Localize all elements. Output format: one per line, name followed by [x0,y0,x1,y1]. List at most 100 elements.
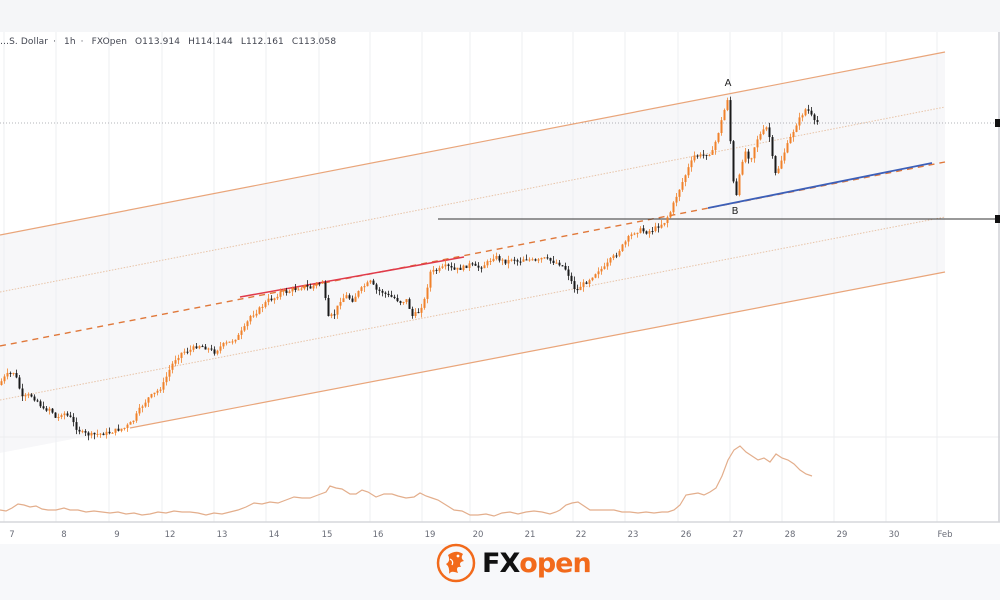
legend-sep: · [80,37,84,47]
candle-body [414,312,417,316]
time-tick-label: 23 [628,530,639,540]
channel-upper-inner-line[interactable] [0,106,946,293]
candle-body [684,175,687,183]
candle-body [24,395,27,397]
candle-body [507,259,510,264]
candle-body [816,120,819,122]
candle-body [579,286,582,291]
indicator-line [0,445,813,517]
candle-body [126,424,129,428]
candle-body [537,259,540,261]
blue-trendline[interactable] [707,162,933,209]
candle-body [591,277,594,281]
candle-body [378,289,381,291]
candle-body [690,160,693,168]
candle-body [426,287,429,299]
chart-canvas[interactable]: A B 7 8 9 12 13 14 15 16 19 20 21 22 23 26 27 28 29 30 Feb [0,32,1000,544]
candle-body [657,226,660,228]
channel-upper-line[interactable] [0,51,946,236]
candle-body [102,433,105,436]
candle-body [654,226,657,232]
candle-body [216,350,219,354]
candle-body [42,406,45,409]
candle-body [69,415,72,417]
chart-area[interactable]: A B 7 8 9 12 13 14 15 16 19 20 21 22 23 26 27 28 29 30 Feb …… [0,32,1000,544]
candle-body [807,109,810,111]
candle-body [147,397,150,403]
candle-body [636,232,639,234]
red-trendline[interactable] [239,256,465,298]
candle-body [480,267,483,269]
candle-body [792,131,795,138]
price-marker [995,215,1000,223]
candle-body [477,265,480,268]
legend-broker: FXOpen [91,37,128,47]
candle-body [672,202,675,213]
candle-body [534,259,537,261]
candle-body [726,100,729,110]
time-tick-label: 20 [473,530,484,540]
candle-body [123,427,126,429]
time-tick-label: 21 [525,530,536,540]
candle-body [120,428,123,431]
candle-body [48,408,51,411]
candle-body [678,189,681,197]
candle-body [645,231,648,234]
candle-body [186,351,189,353]
candle-body [735,181,738,196]
candle-body [762,129,765,135]
candle-body [375,284,378,290]
time-axis [0,523,1000,544]
candle-body [519,261,522,263]
channel-lower-inner-line[interactable] [0,216,946,401]
legend-symbol: …S. Dollar [0,37,49,47]
legend-high: H114.144 [188,37,233,47]
candle-body [510,259,513,261]
candle-body [285,290,288,293]
time-tick-label: 16 [373,530,384,540]
candle-body [531,259,534,261]
candle-body [60,415,63,417]
candle-body [75,422,78,430]
candle-body [588,280,591,284]
legend-low: L112.161 [240,37,284,47]
candle-body [438,267,441,271]
candle-body [336,305,339,315]
candle-body [225,342,228,344]
fxopen-logo: FXopen [436,543,592,583]
channel-lower-line[interactable] [129,271,946,429]
candle-body [666,217,669,224]
logo-fx: FX [482,547,520,579]
candle-body [282,290,285,292]
candle-body [759,134,762,140]
candle-body [408,299,411,309]
candle-body [567,269,570,276]
candle-body [306,284,309,287]
candle-body [138,407,141,414]
candle-body [387,293,390,296]
candle-body [639,228,642,233]
candle-body [618,251,621,256]
candle-body [486,261,489,266]
time-tick-label: 22 [576,530,587,540]
candle-body [201,346,204,348]
candle-body [372,280,375,285]
time-tick-label: 28 [785,530,796,540]
candle-body [429,271,432,288]
candle-body [381,290,384,293]
candle-body [264,302,267,307]
time-tick-label: 9 [114,530,119,540]
candle-body [717,133,720,142]
time-tick-label: 13 [217,530,228,540]
candle-body [171,363,174,370]
candle-body [111,432,114,434]
candle-body [78,429,81,432]
candle-body [180,352,183,358]
candle-body [810,110,813,115]
candle-body [552,260,555,264]
candle-body [0,381,3,385]
candle-body [66,413,69,416]
candle-body [783,152,786,161]
candle-body [369,280,372,283]
candle-body [72,416,75,423]
